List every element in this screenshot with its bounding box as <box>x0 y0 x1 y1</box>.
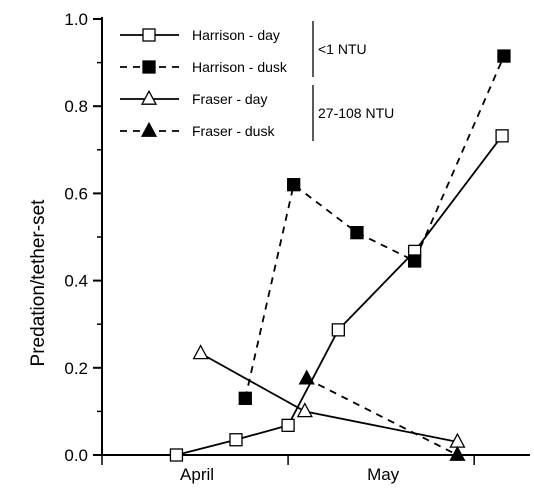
y-tick-label: 0.6 <box>64 184 88 203</box>
data-point-s1-4 <box>497 49 511 63</box>
x-tick-label: May <box>367 465 400 484</box>
y-tick-label: 0.4 <box>64 272 88 291</box>
y-tick-label: 0.0 <box>64 446 88 465</box>
data-point-s0-0 <box>169 448 184 462</box>
y-axis-title: Predation/tether-set <box>28 199 49 367</box>
legend-label-1: Harrison - dusk <box>192 59 288 75</box>
data-point-s3-1 <box>449 445 466 461</box>
series-markers <box>169 49 511 462</box>
legend-bracket-label-0: <1 NTU <box>318 41 367 57</box>
series-line-0 <box>176 135 503 456</box>
legend-label-0: Harrison - day <box>192 27 280 43</box>
axes: 0.0 0.2 0.4 0.6 0.8 1.0 April May <box>64 10 530 484</box>
legend-marker-1 <box>142 60 156 74</box>
legend-label-3: Fraser - dusk <box>192 123 275 139</box>
data-point-s0-3 <box>331 323 345 337</box>
legend-label-2: Fraser - day <box>192 91 267 107</box>
data-point-s0-2 <box>281 418 295 433</box>
data-point-s3-0 <box>298 369 315 385</box>
series-line-3 <box>306 377 458 456</box>
data-point-s1-3 <box>407 254 422 268</box>
x-tick-label: April <box>180 465 214 484</box>
legend-bracket-label-1: 27-108 NTU <box>318 105 394 121</box>
y-tick-label: 0.2 <box>64 359 88 378</box>
y-tick-label: 0.8 <box>64 97 88 116</box>
y-tick-label: 1.0 <box>64 10 88 29</box>
series-line-1 <box>244 55 505 399</box>
data-point-s1-1 <box>287 178 301 192</box>
legend-marker-2 <box>140 89 158 105</box>
data-point-s0-5 <box>495 129 509 143</box>
legend: Harrison - day Harrison - dusk Fraser - da… <box>120 21 394 141</box>
data-point-s0-1 <box>229 433 243 447</box>
data-point-s2-1 <box>296 402 313 418</box>
data-point-s1-0 <box>238 391 252 405</box>
legend-marker-3 <box>140 121 158 137</box>
data-point-s1-2 <box>350 225 364 240</box>
legend-marker-0 <box>142 28 156 42</box>
data-point-s2-0 <box>192 344 209 360</box>
